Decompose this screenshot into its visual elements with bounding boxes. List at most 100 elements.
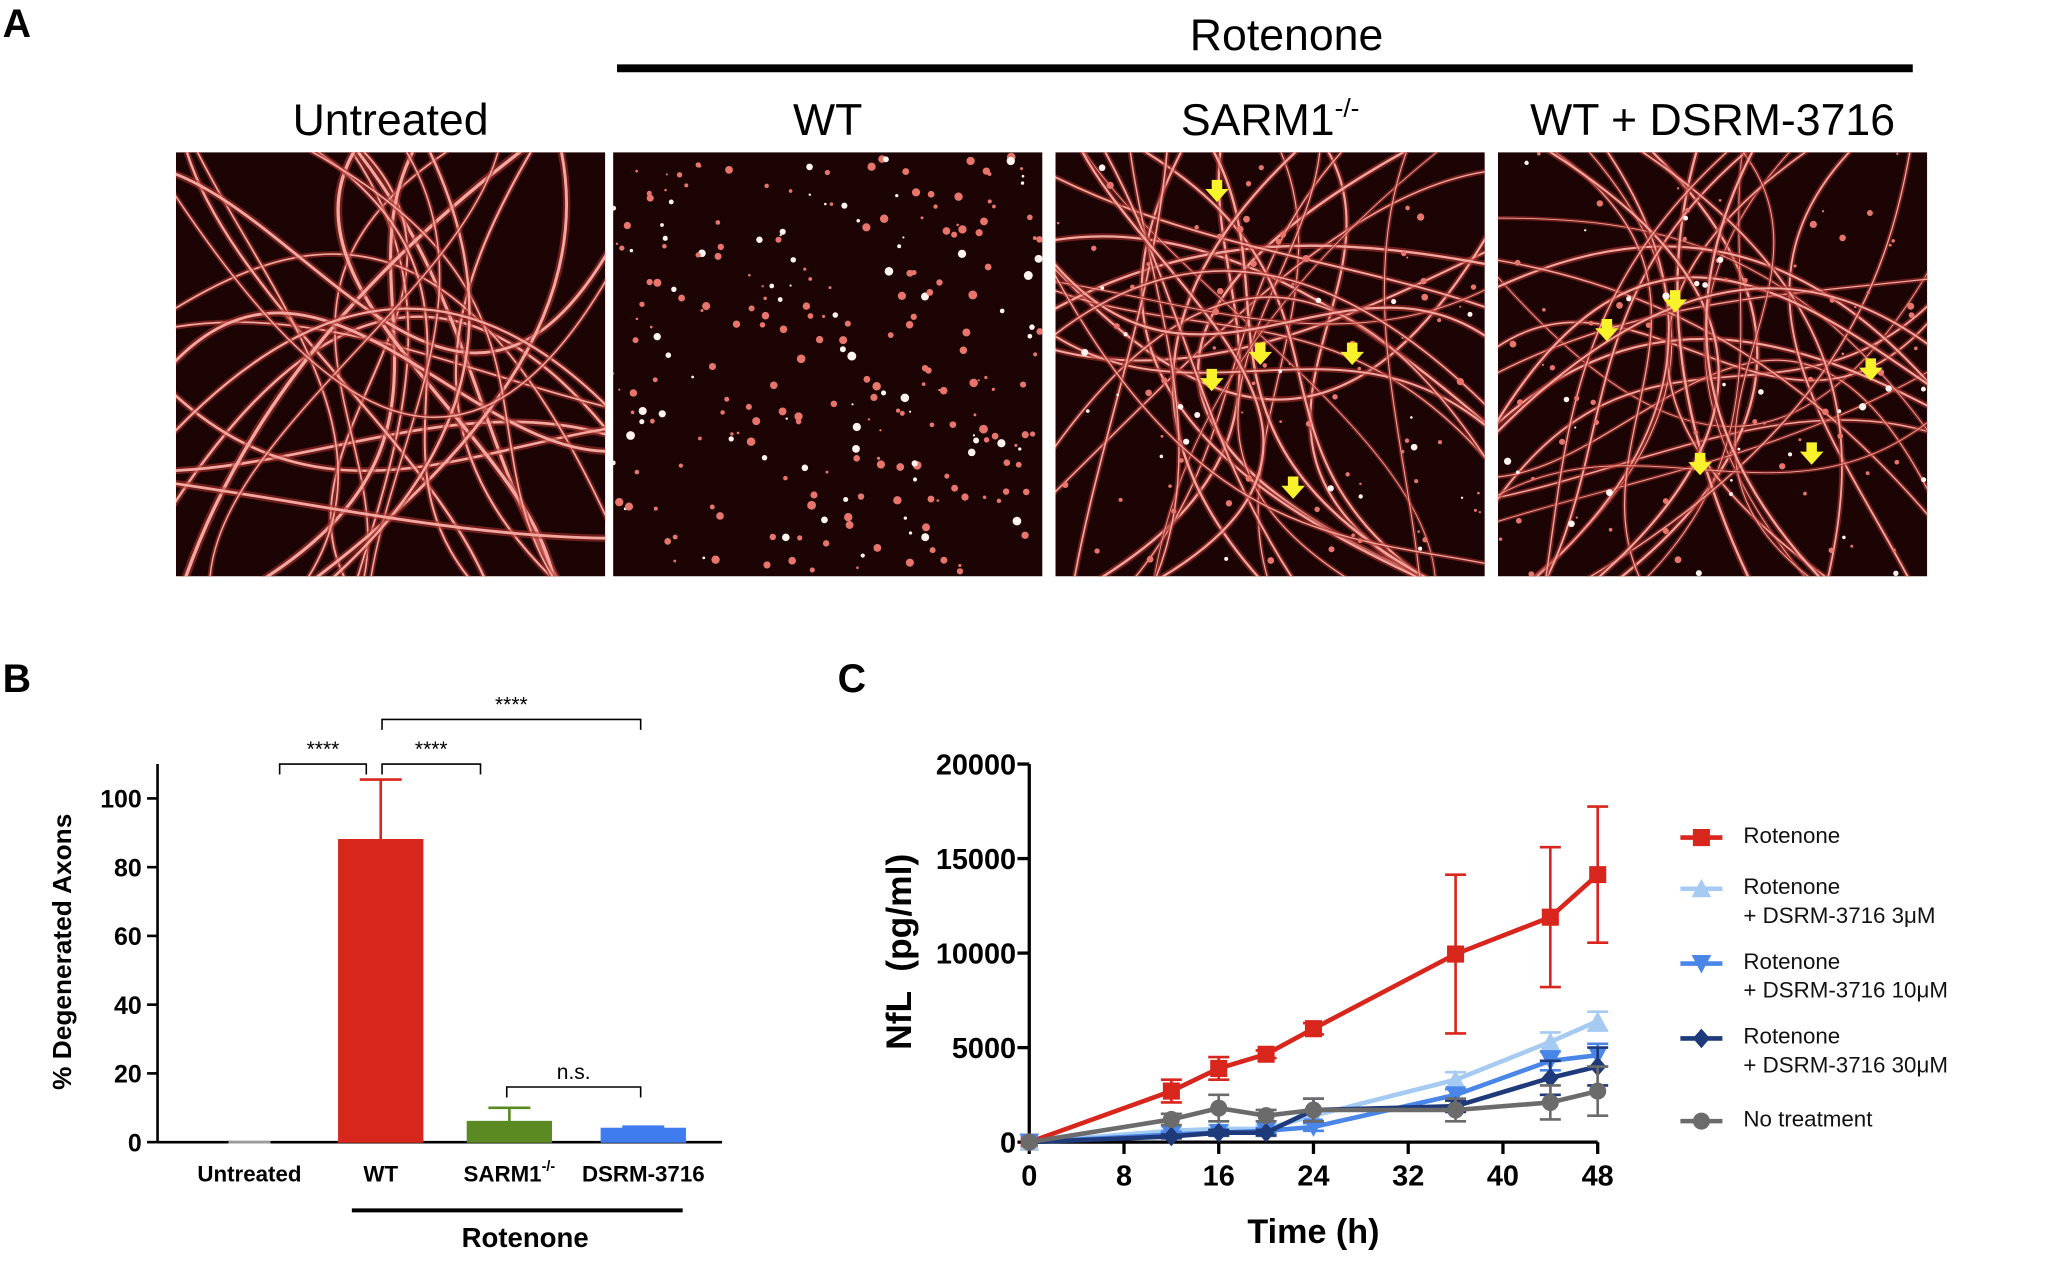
axon-bead <box>844 513 853 522</box>
axon-bead <box>851 403 854 406</box>
axon <box>1257 152 1300 577</box>
axon-bead <box>1662 292 1670 300</box>
axon <box>175 307 606 433</box>
axon-bead <box>1594 419 1600 425</box>
axon-bead <box>615 497 624 507</box>
x-tick-label: 8 <box>1116 1160 1132 1192</box>
axon-bead <box>1062 481 1069 489</box>
axon-bead <box>962 328 971 337</box>
axon-bead <box>1514 259 1521 266</box>
axon-bead <box>783 475 788 481</box>
axon-bead <box>1549 364 1556 371</box>
axon <box>1084 152 1436 577</box>
panel-label: C <box>838 657 866 701</box>
axon-bead <box>1837 409 1842 414</box>
axon-bead <box>1275 238 1282 245</box>
significance-bracket <box>505 1086 642 1098</box>
axon-bead <box>759 322 766 328</box>
axon-bead <box>905 558 914 567</box>
axon-bead <box>779 325 788 334</box>
axon-bead <box>902 168 910 176</box>
axon-bead <box>1574 395 1580 401</box>
axon-bead <box>1752 419 1758 425</box>
significance-label: **** <box>415 738 448 761</box>
axon-bead <box>748 305 755 312</box>
axon-bead <box>1036 236 1043 243</box>
axon-bead <box>951 484 959 492</box>
axon-bead <box>1737 447 1741 451</box>
axon <box>1546 152 1748 577</box>
axon-bead <box>929 422 935 428</box>
axon-bead <box>1467 311 1473 317</box>
axon-bead <box>736 431 740 435</box>
axon-bead <box>862 223 871 232</box>
axon-bead <box>646 194 654 202</box>
axon-bead <box>782 533 790 542</box>
axon-bead <box>958 563 962 568</box>
text-part: SARM1 <box>464 1162 542 1187</box>
axon-bead <box>684 183 689 188</box>
axon <box>1055 236 1485 401</box>
axon-bead <box>1575 516 1578 519</box>
axon-bead <box>732 320 741 328</box>
axon-bead <box>730 432 734 436</box>
axon-bead <box>1015 461 1022 468</box>
axon-bead <box>1850 544 1854 548</box>
axon-bead <box>1305 420 1312 427</box>
arrow <box>1248 342 1273 365</box>
axon <box>175 195 606 419</box>
axon-bead <box>715 220 721 225</box>
axon-bead <box>1858 403 1867 411</box>
axon-bead <box>1006 156 1015 166</box>
marker <box>1257 1122 1275 1143</box>
axon-bead <box>649 325 653 329</box>
axon-bead <box>1596 200 1604 207</box>
axon-bead <box>810 491 818 499</box>
axon-bead <box>1893 570 1899 577</box>
axon-bead <box>709 504 715 510</box>
axon-bead <box>909 410 912 413</box>
axon <box>370 152 441 577</box>
axon-bead <box>1866 291 1870 294</box>
axon <box>1081 152 1265 577</box>
axon-bead <box>903 516 908 520</box>
axon-bead <box>702 556 706 560</box>
significance-label: **** <box>307 738 340 761</box>
axon-bead <box>806 163 813 171</box>
axon <box>175 172 606 355</box>
axon-bead <box>1406 256 1409 259</box>
axon-bead <box>714 252 722 260</box>
axon-bead <box>832 312 839 318</box>
axon-bead <box>1021 431 1029 439</box>
axon <box>1705 152 1821 577</box>
marker <box>1587 1011 1608 1030</box>
axon-bead <box>1159 454 1164 459</box>
axon-bead <box>853 455 861 462</box>
bar <box>466 1120 553 1143</box>
legend-marker <box>1692 1112 1710 1130</box>
y-tick-label: 60 <box>114 923 142 951</box>
axon-bead <box>1012 516 1022 526</box>
axon-bead <box>716 512 724 520</box>
axon-bead <box>671 286 677 292</box>
axon-bead <box>1023 271 1033 280</box>
axon-bead <box>1002 488 1010 495</box>
axon-bead <box>879 429 882 432</box>
axon-bead <box>905 320 914 329</box>
axon <box>264 152 415 577</box>
axon-bead <box>1722 382 1726 387</box>
axon-bead <box>839 346 846 353</box>
axon-bead <box>1542 307 1546 312</box>
axon-bead <box>873 544 882 552</box>
axon-bead <box>979 424 988 434</box>
axon-bead <box>942 227 951 235</box>
axon-bead <box>1302 254 1310 263</box>
axon-bead <box>1100 286 1105 290</box>
axon-bead <box>1758 389 1764 395</box>
arrow <box>1799 442 1824 465</box>
axon-bead <box>1729 492 1733 497</box>
legend-label: Rotenone + DSRM-3716 3μM <box>1743 874 1936 929</box>
axon-bead <box>956 223 959 227</box>
axon-bead <box>881 390 887 396</box>
axon-bead <box>1146 555 1154 563</box>
